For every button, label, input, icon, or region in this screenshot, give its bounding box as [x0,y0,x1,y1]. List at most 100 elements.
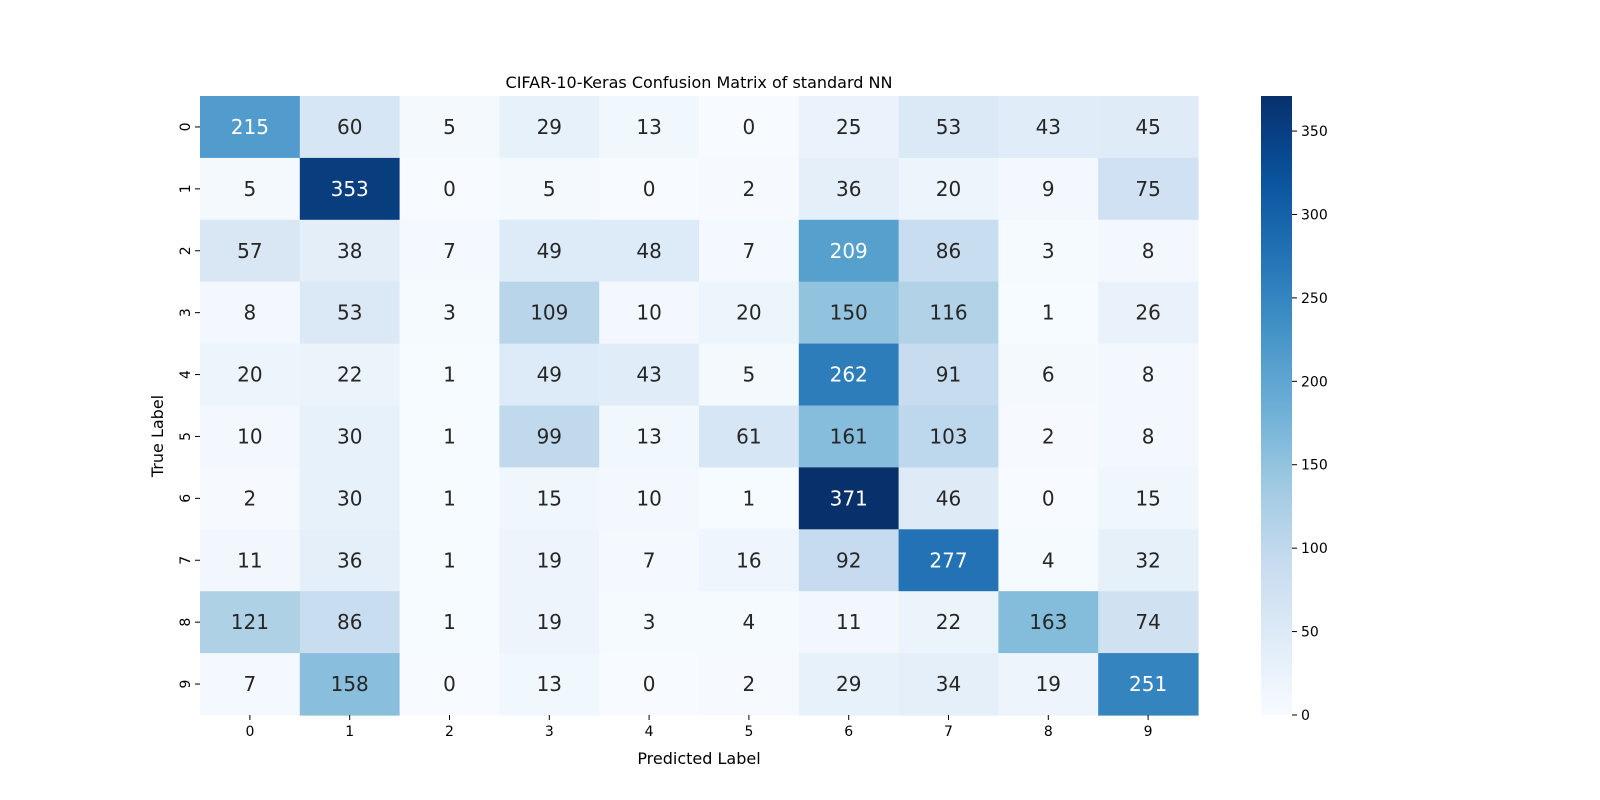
y-tick-label: 5 [178,432,194,441]
cell-value-label: 43 [636,363,661,387]
heatmap-cell [898,405,999,468]
heatmap-cell [798,467,900,530]
cell-value-label: 74 [1135,610,1160,634]
heatmap-cell [399,405,500,468]
y-tick-label: 0 [178,122,194,131]
cell-value-label: 353 [331,177,369,201]
cell-value-label: 7 [443,239,456,263]
heatmap-cell [299,96,401,159]
y-tick-label: 3 [178,308,194,317]
x-tick-label: 2 [445,724,454,740]
colorbar: 0 50 100 150 200 250 300 350 [1261,96,1328,724]
y-tick-label: 1 [178,184,194,193]
cell-value-label: 19 [537,610,562,634]
heatmap-cell [898,653,999,716]
cell-value-label: 5 [244,177,257,201]
cell-value-label: 371 [830,486,868,510]
cell-value-label: 1 [743,486,756,510]
colorbar-tick-label: 150 [1301,458,1328,474]
heatmap-cell [599,281,700,345]
heatmap-cell [699,281,800,345]
heatmap-cell [200,405,301,468]
x-tick-label: 9 [1144,724,1153,740]
heatmap-cell [798,343,900,407]
heatmap-cell [299,591,401,654]
heatmap-cell [998,405,1099,468]
heatmap-cell [599,653,700,716]
heatmap-cell [798,281,900,345]
heatmap-cell [798,219,900,283]
heatmap-cell [699,96,800,159]
cell-value-label: 8 [1142,363,1155,387]
cell-value-label: 5 [543,177,556,201]
heatmap-cell [499,96,600,159]
heatmap-cell [299,343,401,407]
cell-value-label: 20 [936,177,961,201]
heatmap-cell [499,157,600,221]
cell-value-label: 215 [231,115,269,139]
heatmap-cell [898,96,999,159]
cell-value-label: 0 [443,672,456,696]
y-tick-label: 2 [178,246,194,255]
cell-value-label: 5 [743,363,756,387]
cell-value-label: 46 [936,486,961,510]
cell-value-label: 86 [936,239,961,263]
cell-value-label: 7 [244,672,257,696]
y-tick-label: 9 [178,680,194,689]
cell-value-label: 121 [231,610,269,634]
cell-value-label: 13 [537,672,562,696]
heatmap-cell [898,467,999,530]
heatmap-cell [798,157,900,221]
cell-value-label: 29 [836,672,861,696]
heatmap-cell [200,529,301,592]
cell-value-label: 0 [643,177,656,201]
cell-value-label: 4 [743,610,756,634]
colorbar-tick-label: 0 [1301,708,1310,724]
heatmap-cell [499,281,600,345]
y-tick-label: 6 [178,494,194,503]
cell-value-label: 2 [1042,424,1055,448]
heatmap-cell [299,219,401,283]
y-axis-label: True Label [148,395,167,478]
cell-value-label: 11 [237,548,262,572]
heatmap-cell [200,591,301,654]
cell-value-label: 48 [636,239,661,263]
cell-value-label: 6 [1042,363,1055,387]
cell-value-label: 11 [836,610,861,634]
cell-value-label: 13 [636,115,661,139]
heatmap-cell [1098,219,1199,283]
colorbar-tick-label: 350 [1301,124,1328,140]
chart-title: CIFAR-10-Keras Confusion Matrix of stand… [506,73,893,92]
cell-value-label: 10 [636,301,661,325]
cell-value-label: 8 [244,301,257,325]
cell-value-label: 3 [643,610,656,634]
cell-value-label: 20 [736,301,761,325]
heatmap-cell [200,281,301,345]
cell-value-label: 61 [736,424,761,448]
cell-value-label: 86 [337,610,362,634]
cell-value-label: 57 [237,239,262,263]
heatmap-cell [998,219,1099,283]
heatmap-cell [1098,591,1199,654]
heatmap-cell [399,343,500,407]
cell-value-label: 22 [936,610,961,634]
colorbar-tick-label: 200 [1301,374,1328,390]
heatmap-cell [798,96,900,159]
cell-value-label: 150 [830,301,868,325]
heatmap-cell [299,653,401,716]
cell-value-label: 1 [443,363,456,387]
cell-value-label: 262 [830,363,868,387]
cell-value-label: 19 [537,548,562,572]
cell-value-label: 1 [443,486,456,510]
cell-value-label: 163 [1029,610,1067,634]
cell-value-label: 2 [743,672,756,696]
heatmap-cell [200,467,301,530]
heatmap-cell [1098,405,1199,468]
colorbar-tick-label: 300 [1301,207,1328,223]
colorbar-tick-label: 250 [1301,291,1328,307]
heatmap-cell [998,343,1099,407]
cell-value-label: 15 [537,486,562,510]
heatmap-cell [399,529,500,592]
heatmap-cell [1098,653,1199,716]
heatmap-cell [998,591,1099,654]
